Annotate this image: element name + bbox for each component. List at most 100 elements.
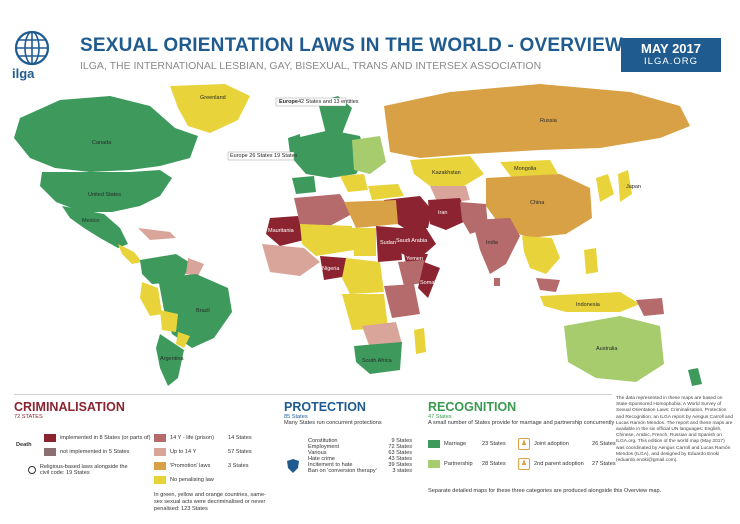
region-madagascar <box>414 328 426 354</box>
region-korea-japan <box>596 174 614 202</box>
nopen-label: No penalising law <box>170 477 214 483</box>
label-mauritania: Mauritania <box>268 228 294 234</box>
swatch-life <box>154 434 166 442</box>
death-implemented-text: implemented in 8 States (or parts of) <box>60 435 151 441</box>
label-south-africa: South Africa <box>362 358 392 364</box>
protection-item: Employment 72 States <box>308 444 412 450</box>
page-subtitle: ILGA, THE INTERNATIONAL LESBIAN, GAY, BI… <box>80 60 542 72</box>
protection-item: Hate crime 43 States <box>308 456 412 462</box>
label-canada: Canada <box>92 140 112 146</box>
swatch-no-penalising <box>154 476 166 484</box>
criminalisation-section: CRIMINALISATION 72 STATES Death implemen… <box>14 400 276 512</box>
region-central-america <box>118 244 142 264</box>
region-east-africa <box>384 284 420 318</box>
region-australia <box>564 316 664 382</box>
region-malaysia <box>536 278 560 292</box>
criminalisation-heading: CRIMINALISATION <box>14 400 125 414</box>
protection-item-count: 63 States <box>388 450 412 456</box>
protection-section: PROTECTION 85 States Many States run con… <box>284 400 414 510</box>
religious-text: Religious-based laws alongside the civil… <box>39 464 128 476</box>
region-mexico <box>62 206 128 248</box>
europe-callout-count: 42 States and 13 entities <box>298 99 359 105</box>
second-count: 27 States <box>592 461 616 467</box>
protection-item: Ban on 'conversion therapy' 3 states <box>308 468 412 474</box>
world-map[interactable] <box>0 78 740 388</box>
label-russia: Russia <box>540 118 557 124</box>
swatch-death-not <box>44 448 56 456</box>
protection-item-count: 39 States <box>388 462 412 468</box>
life-label: 14 Y - life (prison) <box>170 435 214 441</box>
page-title: SEXUAL ORIENTATION LAWS IN THE WORLD - O… <box>80 35 624 56</box>
region-india <box>472 218 520 274</box>
region-new-zealand <box>688 368 702 386</box>
region-japan <box>618 170 632 202</box>
promo-count: 3 States <box>228 463 249 469</box>
region-png <box>636 298 664 316</box>
region-mongolia <box>500 160 558 178</box>
region-libya-egypt <box>344 200 398 228</box>
death-label: Death <box>16 442 32 448</box>
region-balkans <box>340 174 368 192</box>
label-brazil: Brazil <box>196 308 210 314</box>
swatch-partnership <box>428 460 440 468</box>
partnership-count: 28 States <box>482 461 506 467</box>
label-china: China <box>530 200 545 206</box>
region-south-africa <box>354 342 402 374</box>
region-peru <box>140 282 162 316</box>
swatch-death <box>44 434 56 442</box>
label-sudan: Sudan <box>380 240 396 246</box>
death-not-text: not implemented in 5 States <box>60 449 130 455</box>
label-india: India <box>486 240 498 246</box>
protection-item-count: 9 States <box>391 438 412 444</box>
legend-death-not-implemented: not implemented in 5 States <box>44 448 129 456</box>
label-mongolia: Mongolia <box>514 166 537 172</box>
label-kazakhstan: Kazakhstan <box>432 170 461 176</box>
label-saudi: Saudi Arabia <box>396 238 428 244</box>
region-turkey <box>368 184 404 200</box>
recognition-count: 47 States <box>428 414 452 420</box>
region-kazakhstan <box>410 156 484 186</box>
region-caribbean <box>138 228 176 240</box>
partnership-label: Partnership <box>444 461 473 467</box>
label-yemen: Yemen <box>406 256 423 262</box>
joint-label: Joint adoption <box>534 441 569 447</box>
promo-label: 'Promotion' laws <box>170 463 211 469</box>
joint-adoption-icon: ♟ <box>518 438 530 450</box>
second-parent-icon: ♟ <box>518 458 530 470</box>
criminalisation-footer: In green, yellow and orange countries, s… <box>154 492 266 512</box>
recognition-sub: A small number of States provide for mar… <box>428 420 615 426</box>
region-brazil <box>158 274 232 348</box>
shield-icon <box>287 459 299 473</box>
legend-marriage: Marriage 23 States <box>428 440 506 448</box>
legend-second-parent: ♟ 2nd parent adoption 27 States <box>518 458 616 470</box>
label-nigeria: Nigeria <box>322 266 340 272</box>
region-somalia <box>418 262 440 298</box>
region-west-africa <box>262 244 320 276</box>
joint-count: 26 States <box>592 441 616 447</box>
protection-item-label: Hate crime <box>308 456 336 462</box>
region-russia <box>384 84 690 158</box>
europe-callout-box <box>275 97 347 107</box>
recognition-section: RECOGNITION 47 States A small number of … <box>428 400 661 510</box>
website-text: ILGA.ORG <box>644 56 698 67</box>
protection-sub: Many States run concurrent protections <box>284 420 382 426</box>
legend-life: 14 Y - life (prison) 14 States <box>154 434 252 442</box>
date-text: MAY 2017 <box>641 41 701 56</box>
europe-small-callout-box <box>227 151 295 161</box>
region-western-europe <box>292 130 366 178</box>
swatch-upto <box>154 448 166 456</box>
swatch-promotion <box>154 462 166 470</box>
marriage-count: 23 States <box>482 441 506 447</box>
label-iran: Iran <box>438 210 448 216</box>
label-greenland: Greenland <box>200 95 226 101</box>
label-indonesia: Indonesia <box>576 302 600 308</box>
region-eastern-europe <box>352 136 386 174</box>
label-usa: United States <box>88 192 122 198</box>
protection-list: Constitution 9 States Employment 72 States… <box>308 438 412 474</box>
legend-divider <box>14 394 612 395</box>
europe-small-callout: Europe 26 States 19 States <box>230 153 298 159</box>
protection-item-label: Employment <box>308 444 340 450</box>
protection-item: Various 63 States <box>308 450 412 456</box>
legend-joint-adoption: ♟ Joint adoption 26 States <box>518 438 616 450</box>
life-count: 14 States <box>228 435 252 441</box>
